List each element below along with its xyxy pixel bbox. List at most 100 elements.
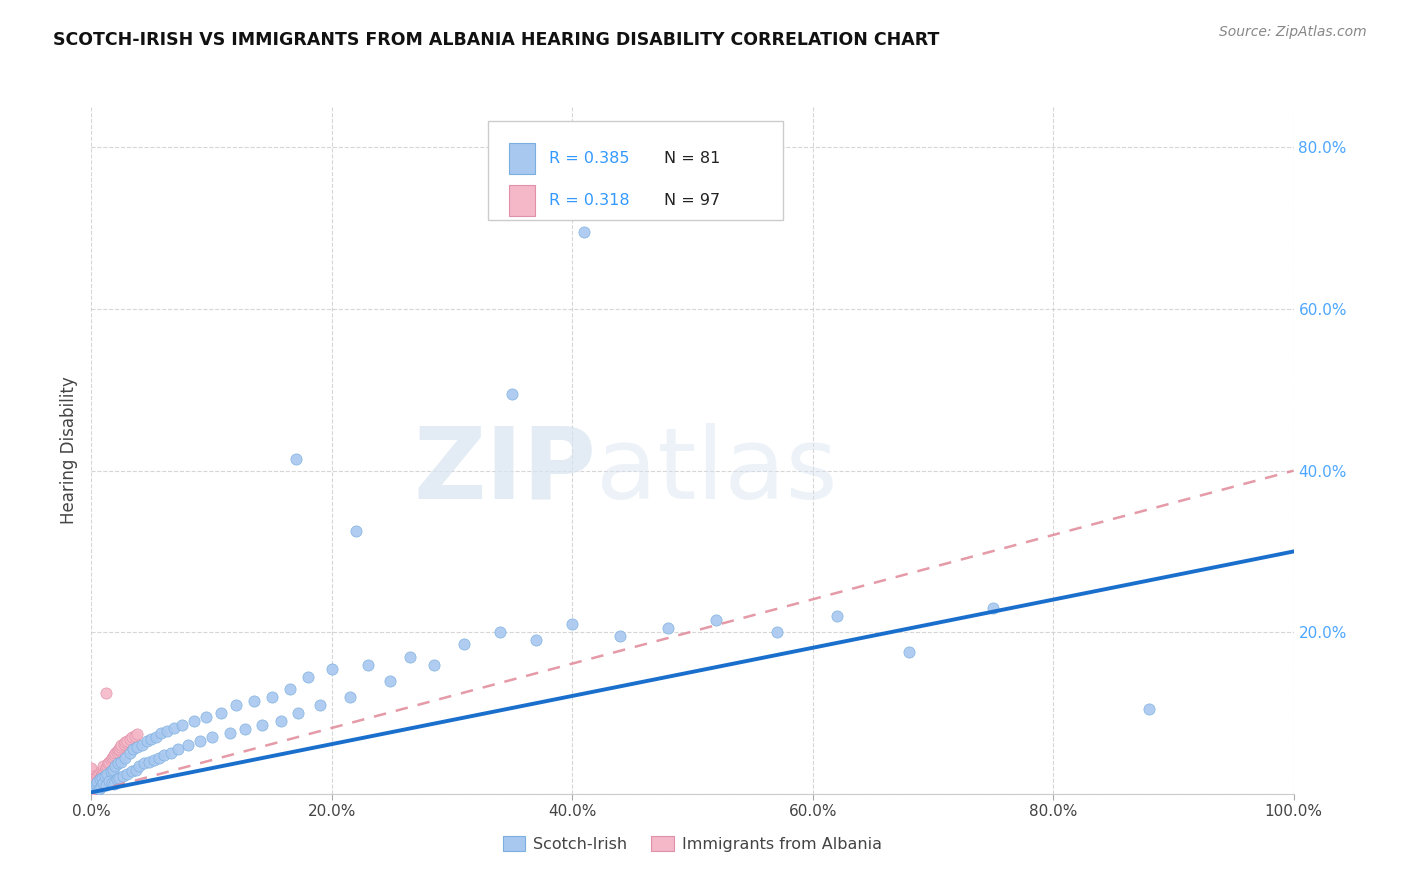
- Point: [90, 764, 112, 779]
- Point: [124, 729, 146, 743]
- Point: [91, 766, 114, 780]
- Point: [83, 774, 105, 789]
- Point: [80, 764, 103, 779]
- Point: [110, 739, 132, 754]
- Point: [242, 694, 264, 708]
- Point: [80, 787, 103, 801]
- Point: [80, 766, 103, 780]
- Point: [706, 613, 728, 627]
- Point: [80, 769, 103, 783]
- Point: [87, 766, 110, 780]
- Point: [97, 756, 120, 771]
- Point: [80, 779, 103, 793]
- FancyBboxPatch shape: [488, 120, 783, 220]
- Point: [284, 451, 307, 466]
- Point: [339, 690, 361, 704]
- Point: [125, 763, 148, 777]
- Point: [93, 776, 115, 790]
- Point: [114, 750, 136, 764]
- Point: [112, 737, 135, 751]
- Point: [308, 698, 330, 712]
- Point: [118, 731, 141, 746]
- Point: [131, 739, 153, 753]
- FancyBboxPatch shape: [509, 185, 534, 216]
- Point: [80, 761, 103, 775]
- Point: [188, 734, 211, 748]
- Point: [1137, 702, 1160, 716]
- Point: [125, 739, 148, 754]
- Point: [82, 775, 104, 789]
- Point: [94, 778, 117, 792]
- Point: [80, 774, 103, 789]
- Point: [80, 787, 103, 801]
- Point: [80, 780, 103, 795]
- Point: [183, 714, 205, 728]
- Point: [101, 763, 124, 777]
- Point: [89, 771, 111, 785]
- Point: [83, 779, 105, 793]
- Point: [145, 731, 167, 745]
- Point: [101, 749, 124, 764]
- Point: [981, 601, 1004, 615]
- Point: [167, 742, 190, 756]
- Point: [489, 625, 512, 640]
- Point: [90, 780, 112, 794]
- Point: [80, 763, 103, 777]
- Point: [80, 774, 103, 789]
- Point: [93, 763, 115, 777]
- Point: [80, 777, 103, 791]
- Point: [84, 777, 107, 791]
- Point: [561, 617, 583, 632]
- Point: [163, 721, 186, 735]
- Point: [100, 753, 122, 767]
- Text: N = 81: N = 81: [664, 152, 720, 167]
- Point: [80, 764, 103, 779]
- Point: [148, 750, 170, 764]
- Point: [524, 633, 547, 648]
- Point: [80, 777, 103, 791]
- Point: [117, 733, 139, 747]
- Point: [150, 726, 173, 740]
- Point: [657, 621, 679, 635]
- Point: [83, 777, 105, 791]
- Point: [357, 657, 380, 672]
- Point: [278, 681, 301, 696]
- Point: [135, 734, 157, 748]
- Point: [118, 747, 141, 761]
- Point: [84, 780, 107, 795]
- Point: [80, 780, 103, 795]
- Point: [83, 771, 105, 785]
- Point: [84, 771, 107, 785]
- Point: [897, 645, 920, 659]
- Point: [80, 787, 103, 801]
- Point: [287, 706, 309, 720]
- Point: [101, 751, 124, 765]
- Point: [378, 673, 401, 688]
- Point: [84, 774, 107, 789]
- Point: [100, 764, 122, 779]
- Point: [609, 629, 631, 643]
- Point: [93, 769, 115, 783]
- Point: [80, 772, 103, 787]
- Point: [297, 670, 319, 684]
- Text: R = 0.318: R = 0.318: [550, 193, 630, 208]
- Point: [101, 775, 124, 789]
- Point: [110, 755, 132, 769]
- Point: [194, 710, 217, 724]
- Point: [105, 772, 128, 787]
- Point: [80, 787, 103, 801]
- Point: [80, 777, 103, 791]
- Point: [501, 387, 523, 401]
- FancyBboxPatch shape: [509, 144, 534, 174]
- Point: [209, 706, 232, 720]
- Point: [80, 787, 103, 801]
- Point: [80, 787, 103, 801]
- Point: [110, 739, 132, 753]
- Point: [170, 718, 193, 732]
- Point: [80, 787, 103, 801]
- Point: [82, 779, 104, 793]
- Point: [233, 723, 256, 737]
- Point: [80, 787, 103, 801]
- Point: [80, 787, 103, 801]
- Point: [82, 769, 104, 783]
